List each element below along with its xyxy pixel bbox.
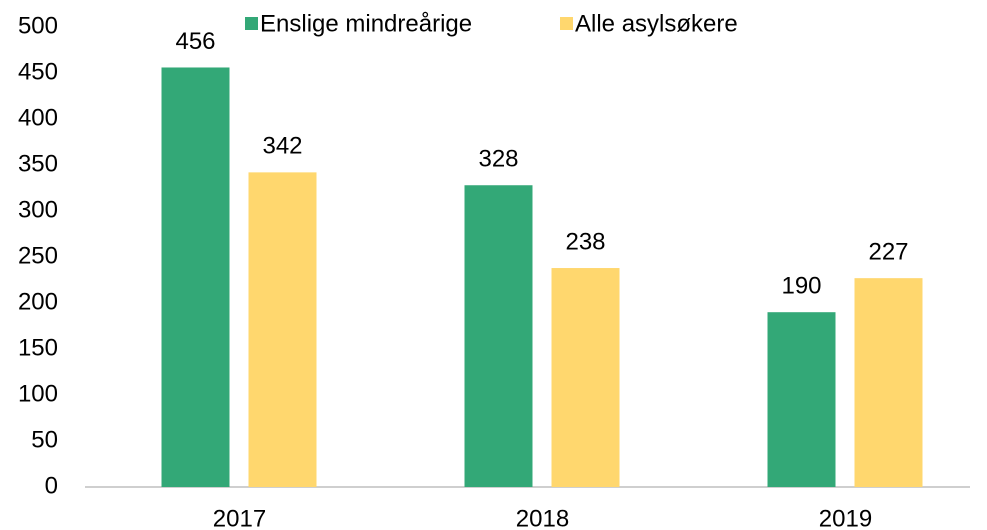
x-tick-label: 2019 <box>819 505 872 530</box>
y-tick-label: 300 <box>18 196 58 223</box>
bar <box>767 312 836 487</box>
y-tick-label: 200 <box>18 288 58 315</box>
y-tick-label: 50 <box>31 426 58 453</box>
bar <box>464 185 533 488</box>
legend-swatch <box>560 17 573 30</box>
legend-swatch <box>245 17 258 30</box>
data-label: 456 <box>175 28 215 55</box>
y-tick-label: 250 <box>18 242 58 269</box>
bar <box>248 172 317 488</box>
bar <box>551 268 620 487</box>
data-label: 328 <box>478 146 518 173</box>
y-tick-label: 150 <box>18 334 58 361</box>
y-tick-label: 350 <box>18 150 58 177</box>
x-tick-label: 2017 <box>213 505 266 530</box>
data-label: 227 <box>868 239 908 266</box>
y-tick-label: 100 <box>18 380 58 407</box>
data-label: 190 <box>781 273 821 300</box>
y-tick-label: 500 <box>18 12 58 39</box>
bar <box>854 278 923 487</box>
x-tick-label: 2018 <box>516 505 569 530</box>
legend-label: Alle asylsøkere <box>575 10 738 37</box>
y-tick-label: 400 <box>18 104 58 131</box>
legend-label: Enslige mindreårige <box>260 10 472 37</box>
data-label: 342 <box>262 133 302 160</box>
bar <box>161 67 230 487</box>
y-tick-label: 450 <box>18 58 58 85</box>
data-label: 238 <box>565 228 605 255</box>
y-tick-label: 0 <box>45 472 58 499</box>
